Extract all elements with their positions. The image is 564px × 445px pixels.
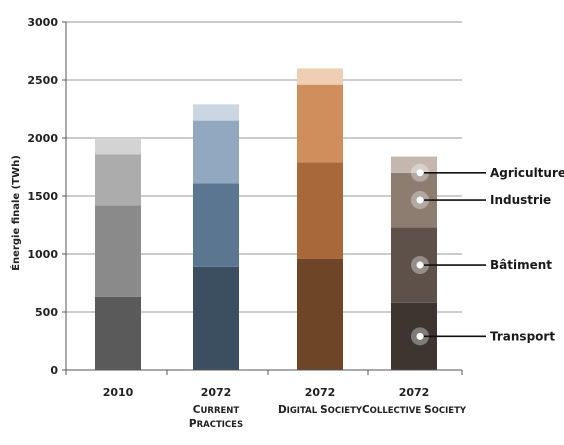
y-tick-label: 3000 [27,16,58,29]
callout-label-bâtiment: Bâtiment [490,258,552,272]
x-category-sublabel: COLLECTIVE SOCIETY [362,404,467,416]
x-category-label: 2072 [399,386,430,399]
bar-segment-industrie [193,120,239,184]
callout-dot [416,196,424,204]
bar-segment-industrie [95,154,141,206]
x-category-sublabel: CURRENT [193,404,240,416]
callout-dot [416,169,424,177]
y-tick-label: 500 [35,306,58,319]
bar-segment-agriculture [95,139,141,155]
callouts: Agriculture Industrie Bâtiment Transport [411,163,564,346]
x-category-label: 2072 [305,386,336,399]
callout-dot [416,332,424,340]
bar-segment-agriculture [297,68,343,85]
callout-label-industrie: Industrie [490,193,551,207]
y-tick-label: 2000 [27,132,58,145]
callout-dot [416,261,424,269]
bar-segment-bâtiment [95,205,141,297]
y-tick-label: 1500 [27,190,58,203]
x-category-sublabel: PRACTICES [189,418,243,430]
y-tick-label: 2500 [27,74,58,87]
bar-segment-industrie [297,84,343,163]
x-category-label: 2010 [103,386,134,399]
callout-label-agriculture: Agriculture [490,166,564,180]
bar-segment-agriculture [193,104,239,121]
x-category-label: 2072 [201,386,232,399]
x-category-sublabel: DIGITAL SOCIETY [278,404,363,416]
bar-segment-transport [193,266,239,370]
bar-segment-agriculture [391,156,437,173]
bar-segment-transport [95,296,141,370]
y-axis-label: Énergie finale (TWh) [9,155,22,271]
bar-segment-transport [297,258,343,370]
bar-segment-bâtiment [297,162,343,259]
callout-label-transport: Transport [490,329,555,343]
bar-segment-bâtiment [193,183,239,267]
y-tick-label: 0 [50,364,58,377]
bars [95,68,437,370]
y-tick-label: 1000 [27,248,58,261]
axes: 0 500 1000 1500 2000 2500 3000 2010 2072 CURRENT P… [27,16,467,430]
